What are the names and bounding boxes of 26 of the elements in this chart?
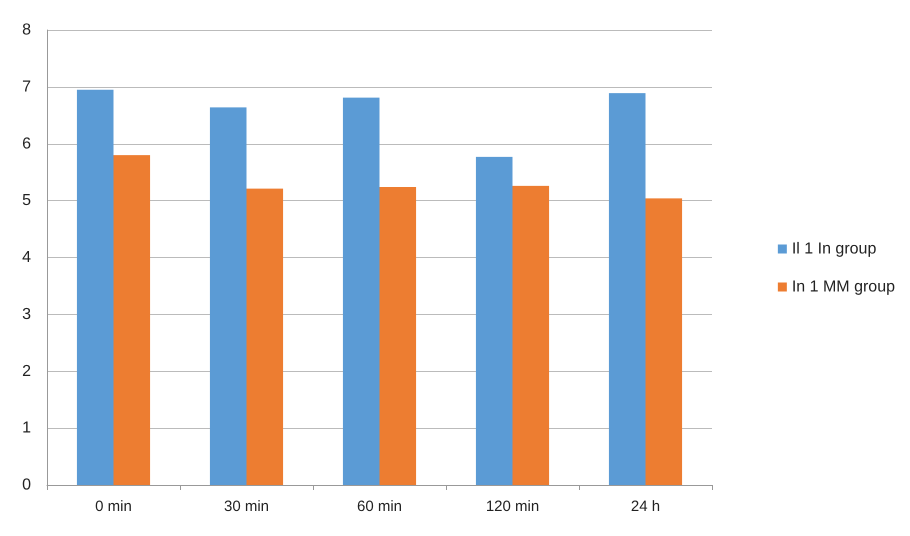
x-tick-label: 24 h — [630, 498, 660, 515]
y-tick-label: 2 — [22, 362, 32, 380]
legend-label: Il 1 In group — [792, 240, 876, 258]
bar — [342, 98, 380, 485]
y-tick-label: 5 — [22, 192, 32, 210]
y-tick-label: 1 — [22, 420, 32, 437]
bar — [646, 198, 682, 485]
y-tick-label: 0 — [22, 476, 32, 494]
x-tick-label: 60 min — [356, 498, 402, 515]
bar — [246, 188, 284, 485]
y-tick-label: 7 — [22, 78, 32, 96]
bar — [608, 93, 646, 485]
bar — [76, 90, 114, 485]
y-tick-label: 8 — [22, 22, 32, 38]
bar — [114, 155, 150, 485]
bar — [512, 186, 550, 485]
x-tick-label: 30 min — [224, 498, 270, 515]
bar — [476, 156, 512, 485]
bar — [210, 107, 246, 485]
y-tick-label: 4 — [22, 249, 32, 266]
x-tick-label: 0 min — [95, 498, 132, 515]
bar — [380, 186, 416, 485]
x-tick-label: 120 min — [486, 498, 540, 515]
y-tick-label: 3 — [22, 306, 32, 323]
legend-label: In 1 MM group — [792, 278, 896, 296]
y-tick-label: 6 — [22, 135, 32, 152]
